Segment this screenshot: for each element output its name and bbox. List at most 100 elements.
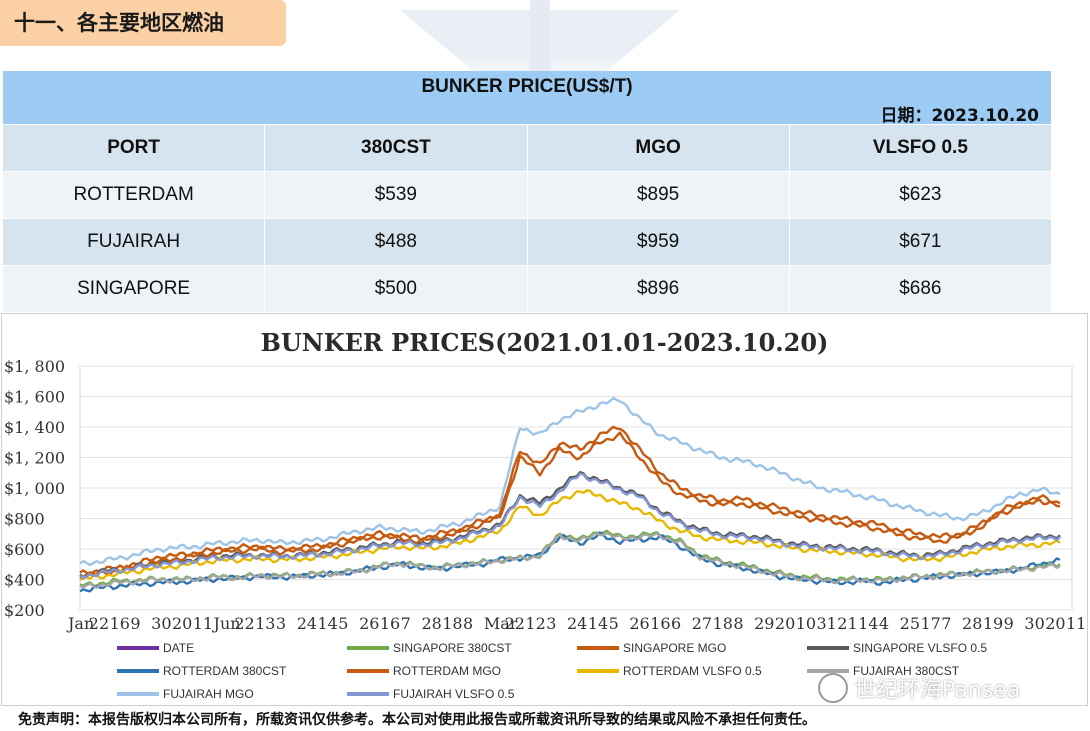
x-tick-label: 10	[796, 614, 816, 633]
x-tick-label: 30	[151, 614, 171, 633]
x-tick-label: 21	[837, 614, 857, 633]
legend-item: SINGAPORE VLSFO 0.5	[807, 637, 987, 659]
series-line	[79, 396, 1061, 567]
x-tick-label: 8	[463, 614, 473, 633]
legend-label: FUJAIRAH MGO	[163, 687, 254, 701]
legend-swatch	[117, 669, 159, 673]
y-tick-label: $1, 600	[4, 388, 65, 407]
series-line	[79, 431, 1061, 580]
legend-swatch	[347, 646, 389, 650]
y-tick-label: $1, 800	[4, 357, 65, 376]
price-cell: $671	[899, 231, 942, 252]
port-cell: FUJAIRAH	[3, 219, 266, 265]
section-tag: 十一、各主要地区燃油	[0, 0, 286, 46]
x-tick-label: 9	[1004, 614, 1014, 633]
x-tick-label: 30	[1024, 614, 1044, 633]
x-tick-label: 20	[1045, 614, 1065, 633]
legend-item: ROTTERDAM MGO	[347, 660, 501, 682]
table-row: ROTTERDAM $539 $895 $623	[3, 171, 1051, 218]
header-cell-port: PORT	[3, 125, 266, 171]
bunker-price-table: BUNKER PRICE(US$/T) 日期：2023.10.20 PORT 3…	[3, 71, 1051, 312]
x-tick-label: 29	[754, 614, 774, 633]
x-tick-label: 28	[962, 614, 982, 633]
legend-swatch	[577, 646, 619, 650]
x-tick-label: 22	[505, 614, 525, 633]
price-table-title-bar: BUNKER PRICE(US$/T) 日期：2023.10.20	[3, 71, 1051, 126]
x-tick-label: 24	[297, 614, 317, 633]
legend-item: FUJAIRAH MGO	[117, 683, 254, 705]
price-cell: $500	[265, 266, 528, 312]
legend-item: SINGAPORE 380CST	[347, 637, 512, 659]
x-tick-label: 26	[359, 614, 379, 633]
chart-plot: $200 $400 $600 $800 $1, 000 $1, 200 $1, 400 $1,…	[4, 357, 1086, 633]
price-cell: $959	[528, 219, 790, 265]
legend-item: ROTTERDAM 380CST	[117, 660, 286, 682]
x-tick-label: 3	[276, 614, 286, 633]
legend-item: FUJAIRAH 380CST	[807, 660, 959, 682]
legend-label: SINGAPORE VLSFO 0.5	[853, 641, 988, 655]
y-tick-label: $600	[4, 540, 45, 559]
price-table-date: 日期：2023.10.20	[880, 106, 1039, 126]
x-tick-label: 3	[546, 614, 556, 633]
legend-label: SINGAPORE MGO	[623, 641, 727, 655]
x-tick-label: 18	[713, 614, 733, 633]
x-tick-label: 24	[567, 614, 587, 633]
y-tick-label: $800	[4, 510, 45, 529]
y-tick-label: $1, 200	[4, 449, 65, 468]
legend-swatch	[347, 692, 389, 696]
y-tick-label: $400	[4, 571, 45, 590]
x-tick-label: 5	[338, 614, 348, 633]
legend-swatch	[807, 646, 849, 650]
price-cell: $896	[528, 266, 790, 312]
x-tick-label: Jun	[212, 614, 241, 633]
x-tick-label: 13	[255, 614, 275, 633]
price-table-title: BUNKER PRICE(US$/T)	[421, 76, 633, 97]
legend-swatch	[347, 669, 389, 673]
x-tick-label: 16	[110, 614, 130, 633]
table-row: SINGAPORE $500 $896 $686	[3, 265, 1051, 312]
price-cell: $623	[899, 184, 942, 205]
table-row: FUJAIRAH $488 $959 $671	[3, 218, 1051, 265]
bunker-price-chart: BUNKER PRICES(2021.01.01-2023.10.20) $20…	[1, 313, 1088, 706]
legend-item: SINGAPORE MGO	[577, 637, 726, 659]
header-cell-380cst: 380CST	[265, 125, 528, 171]
series-line	[79, 425, 1061, 576]
header-cell-vlsfo: VLSFO 0.5	[872, 137, 968, 158]
legend-label: FUJAIRAH VLSFO 0.5	[393, 687, 515, 701]
table-header-row: PORT 380CST MGO VLSFO 0.5	[3, 124, 1051, 171]
price-cell: $686	[899, 278, 942, 299]
chart-title: BUNKER PRICES(2021.01.01-2023.10.20)	[260, 328, 829, 357]
brand-name: 世纪环海Pansea	[854, 678, 1021, 703]
x-tick-label: 11	[1066, 614, 1086, 633]
y-tick-label: $200	[4, 601, 45, 620]
x-tick-label: Jan	[66, 614, 94, 633]
legend-label: ROTTERDAM MGO	[393, 664, 501, 678]
x-tick-label: 31	[817, 614, 837, 633]
x-tick-label: 12	[525, 614, 545, 633]
wechat-icon	[818, 673, 848, 703]
x-tick-label: 28	[421, 614, 441, 633]
header-cell-mgo: MGO	[528, 125, 790, 171]
legend-item: FUJAIRAH VLSFO 0.5	[347, 683, 514, 705]
x-tick-label: 22	[234, 614, 254, 633]
y-tick-label: $1, 400	[4, 418, 65, 437]
x-tick-label: 5	[609, 614, 619, 633]
x-tick-label: 26	[629, 614, 649, 633]
x-tick-label: 6	[671, 614, 681, 633]
disclaimer-footer: 免责声明：本报告版权归本公司所有，所载资讯仅供参考。本公司对使用此报告或所载资讯…	[18, 712, 816, 728]
brand-badge: 世纪环海Pansea	[818, 672, 1020, 704]
legend-item: DATE	[117, 637, 194, 659]
legend-swatch	[807, 669, 849, 673]
x-tick-label: 20	[775, 614, 795, 633]
legend-label: ROTTERDAM 380CST	[163, 664, 287, 678]
series-line	[79, 531, 1061, 593]
x-tick-label: 14	[318, 614, 338, 633]
x-tick-label: 4	[879, 614, 889, 633]
price-cell: $488	[265, 219, 528, 265]
x-tick-label: 20	[172, 614, 192, 633]
series-line	[79, 472, 1061, 580]
legend-swatch	[577, 669, 619, 673]
x-tick-label: 16	[650, 614, 670, 633]
x-tick-label: 7	[401, 614, 411, 633]
x-tick-label: 25	[900, 614, 920, 633]
